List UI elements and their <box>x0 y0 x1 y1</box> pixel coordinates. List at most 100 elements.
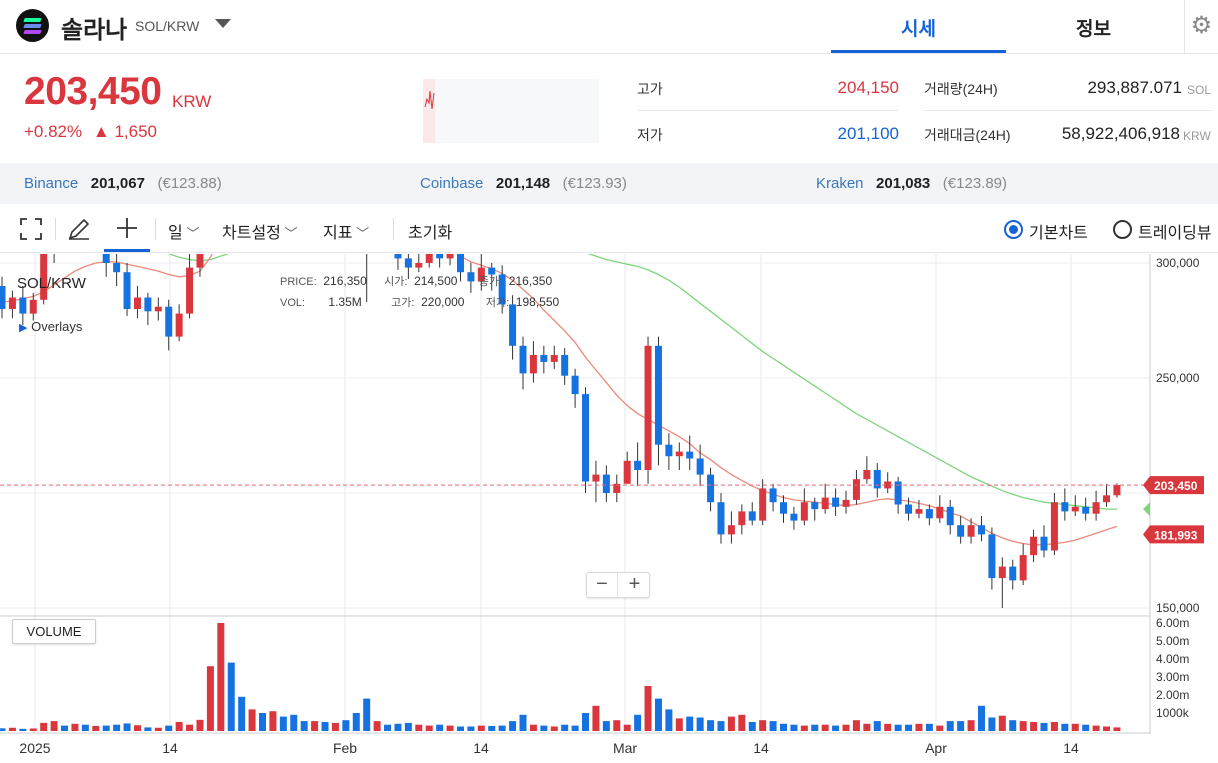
zoom-out-button[interactable]: − <box>587 573 618 597</box>
candle <box>519 345 527 374</box>
volume-bar <box>654 698 662 731</box>
candle <box>0 286 6 309</box>
candle <box>529 355 537 374</box>
volume-bar <box>780 723 787 731</box>
candle <box>1103 495 1111 503</box>
vol-tick-label: 4.00m <box>1156 652 1189 666</box>
candle <box>727 525 735 535</box>
candle <box>696 458 704 475</box>
volume-bar <box>759 720 767 731</box>
radio-tradingview[interactable] <box>1113 220 1132 239</box>
candle <box>852 479 860 500</box>
volume-bar <box>436 724 444 731</box>
candle <box>571 375 579 395</box>
change-percent: +0.82% <box>24 122 83 141</box>
volume-bar <box>707 720 715 731</box>
volume-bar <box>613 720 621 731</box>
volume-bar <box>884 723 892 731</box>
candle <box>623 460 631 484</box>
volume-bar <box>165 725 173 731</box>
volume-bar <box>123 723 131 731</box>
fullscreen-icon[interactable] <box>20 218 42 245</box>
volume-bar <box>0 728 6 731</box>
chevron-down-icon[interactable] <box>215 19 231 28</box>
turnover-unit: KRW <box>1183 129 1211 143</box>
vol-tick-label: 2.00m <box>1156 688 1189 702</box>
x-tick-label: 14 <box>473 740 489 756</box>
volume-bar <box>1071 723 1079 731</box>
crosshair-icon[interactable] <box>104 205 150 252</box>
radio-basic-label[interactable]: 기본차트 <box>1029 225 1088 242</box>
volume-bar <box>550 726 558 731</box>
volume-bar <box>373 721 381 731</box>
volume-bar <box>269 711 277 731</box>
volume-bar <box>634 714 642 731</box>
candle <box>425 254 433 263</box>
candle <box>800 502 808 521</box>
volume-bar <box>144 727 152 731</box>
volume-bar <box>133 725 141 731</box>
price-tag-label: 181,993 <box>1154 528 1198 542</box>
chevron-down-icon: ﹀ <box>182 226 200 241</box>
candle <box>738 511 746 526</box>
candle <box>717 502 725 535</box>
candle <box>446 254 454 259</box>
volume-label: 거래량(24H) <box>924 81 998 97</box>
tab-info[interactable]: 정보 <box>1076 19 1111 40</box>
vol-tick-label: 6.00m <box>1156 616 1189 630</box>
volume-bar <box>1082 724 1090 731</box>
candle <box>759 488 767 521</box>
vol-tick-label: 5.00m <box>1156 634 1189 648</box>
radio-basic-chart[interactable] <box>1004 220 1023 239</box>
volume-bar <box>957 721 965 731</box>
volume-bar <box>238 696 246 731</box>
high-label: 고가 <box>637 81 663 97</box>
volume-bar <box>1019 721 1027 731</box>
candle <box>863 470 871 480</box>
solana-logo <box>16 9 49 42</box>
volume-bar <box>529 724 537 731</box>
reset-button[interactable]: 초기화 <box>408 225 453 242</box>
volume-bar <box>925 723 933 731</box>
volume-bar <box>352 713 360 731</box>
volume-bar <box>50 721 58 731</box>
tab-market[interactable]: 시세 <box>901 19 936 40</box>
candle <box>1030 536 1038 556</box>
volume-bar <box>71 723 79 731</box>
volume-bars <box>0 623 1121 731</box>
period-dropdown[interactable]: 일 ﹀ <box>168 225 200 242</box>
volume-bar <box>363 698 371 731</box>
candle <box>905 504 913 514</box>
volume-bar <box>290 714 298 731</box>
volume-bar <box>623 724 631 731</box>
overlays-toggle[interactable]: ▶ Overlays <box>19 319 83 334</box>
radio-tradingview-label[interactable]: 트레이딩뷰 <box>1138 225 1212 242</box>
volume-bar <box>1040 722 1048 731</box>
candle <box>394 254 402 259</box>
volume-bar <box>384 724 392 731</box>
gear-icon[interactable]: ⚙ <box>1184 0 1218 54</box>
volume-bar <box>331 722 339 731</box>
price-chart[interactable]: 2025 14 Feb 14 Mar 14 Apr 14 150,000 250,000 300,0… <box>0 254 1218 763</box>
indicators-dropdown[interactable]: 지표 ﹀ <box>323 225 370 242</box>
zoom-in-button[interactable]: + <box>628 573 641 595</box>
volume-bar <box>509 721 517 731</box>
candle <box>404 258 412 268</box>
volume-bar <box>967 720 975 731</box>
candle <box>675 451 683 457</box>
candle <box>602 474 610 493</box>
volume-bar <box>1030 722 1038 731</box>
candle <box>8 297 16 309</box>
coin-name: 솔라나 <box>61 17 128 44</box>
pencil-icon[interactable] <box>67 217 91 246</box>
exchange-kraken: Kraken 201,083 (€123.89) <box>816 175 1008 192</box>
candle <box>988 534 996 579</box>
volume-bar <box>582 713 590 731</box>
candle <box>415 263 423 268</box>
chart-settings-dropdown[interactable]: 차트설정 ﹀ <box>222 225 298 242</box>
candle <box>186 267 194 314</box>
volume-bar <box>665 709 673 731</box>
volume-bar <box>571 725 579 731</box>
chart-axes: 2025 14 Feb 14 Mar 14 Apr 14 150,000 250,000 300,0… <box>0 254 1204 756</box>
volume-bar <box>279 716 287 731</box>
